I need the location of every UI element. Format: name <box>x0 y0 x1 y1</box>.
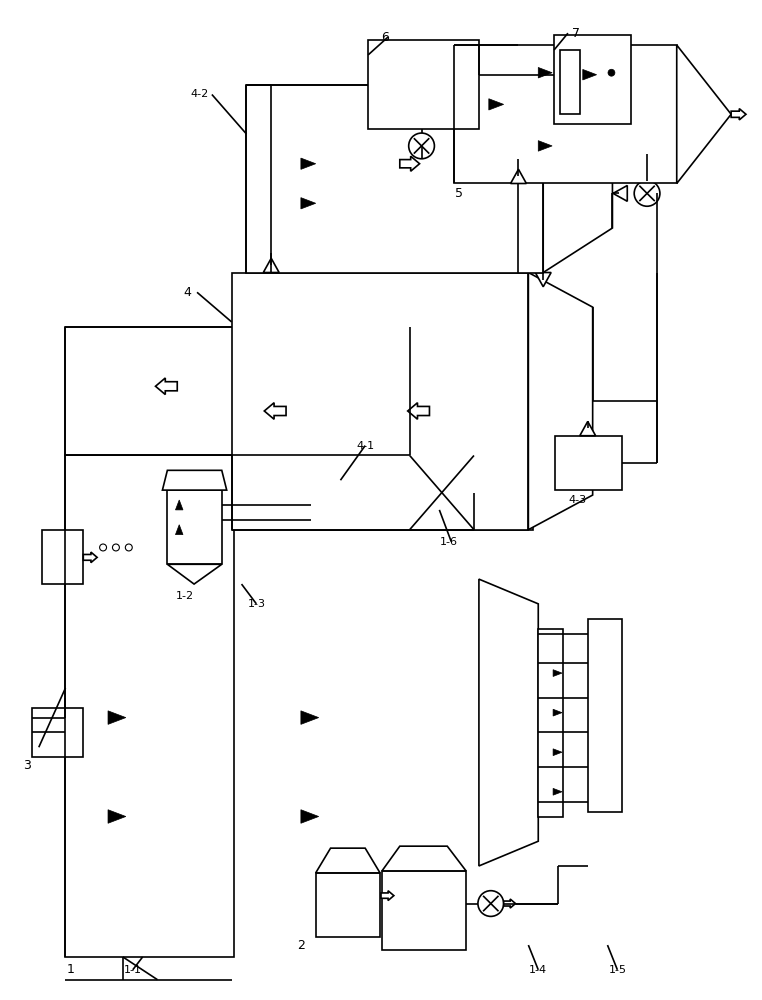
Text: 1-1: 1-1 <box>123 965 142 975</box>
Bar <box>554 35 631 124</box>
Bar <box>454 45 677 183</box>
Polygon shape <box>175 525 183 535</box>
Polygon shape <box>400 156 420 171</box>
Text: 1-2: 1-2 <box>176 591 194 601</box>
Text: 1-4: 1-4 <box>529 965 547 975</box>
Text: 3: 3 <box>23 759 30 772</box>
Polygon shape <box>381 891 394 901</box>
Polygon shape <box>731 109 746 120</box>
Circle shape <box>634 181 660 206</box>
Polygon shape <box>528 273 593 530</box>
Text: 1: 1 <box>66 963 75 976</box>
Polygon shape <box>301 810 319 823</box>
Text: 4-1: 4-1 <box>356 441 374 451</box>
Polygon shape <box>583 69 597 80</box>
Text: 1-5: 1-5 <box>608 965 626 975</box>
Bar <box>232 273 528 530</box>
Text: 6: 6 <box>381 31 389 44</box>
Polygon shape <box>613 185 627 201</box>
Polygon shape <box>83 552 97 563</box>
Bar <box>315 873 380 937</box>
Text: 4-3: 4-3 <box>568 495 587 505</box>
Polygon shape <box>408 403 430 419</box>
Polygon shape <box>479 579 538 866</box>
Polygon shape <box>677 45 731 183</box>
Text: 1-3: 1-3 <box>248 599 265 609</box>
Polygon shape <box>108 711 126 724</box>
Polygon shape <box>553 788 562 795</box>
Polygon shape <box>301 711 319 724</box>
Bar <box>32 708 83 757</box>
Bar <box>555 436 623 490</box>
Polygon shape <box>543 85 613 273</box>
Bar <box>168 490 222 564</box>
Bar <box>311 455 533 530</box>
Polygon shape <box>264 403 286 419</box>
Text: 5: 5 <box>455 187 463 200</box>
Bar <box>538 629 563 817</box>
Bar <box>66 455 234 957</box>
Polygon shape <box>580 421 596 436</box>
Polygon shape <box>168 564 222 584</box>
Bar <box>382 871 466 950</box>
Polygon shape <box>511 169 527 183</box>
Bar <box>588 619 623 812</box>
Text: 4: 4 <box>183 286 191 299</box>
Polygon shape <box>553 670 562 676</box>
Polygon shape <box>538 141 552 151</box>
Polygon shape <box>309 378 331 395</box>
Polygon shape <box>535 273 551 287</box>
Polygon shape <box>162 470 227 490</box>
Text: 2: 2 <box>297 939 305 952</box>
Polygon shape <box>264 258 279 273</box>
Polygon shape <box>301 198 315 209</box>
Polygon shape <box>488 99 504 110</box>
Polygon shape <box>108 810 126 823</box>
Polygon shape <box>382 846 466 871</box>
Polygon shape <box>410 327 474 455</box>
Polygon shape <box>315 848 380 873</box>
Bar <box>42 530 83 584</box>
Bar <box>368 40 479 129</box>
Text: 1-6: 1-6 <box>440 537 458 547</box>
Polygon shape <box>175 500 183 510</box>
Bar <box>560 50 580 114</box>
Polygon shape <box>155 378 178 395</box>
Polygon shape <box>553 749 562 756</box>
Circle shape <box>608 69 615 76</box>
Bar <box>66 327 410 455</box>
Circle shape <box>478 891 504 916</box>
Polygon shape <box>553 709 562 716</box>
Text: 4-2: 4-2 <box>190 89 209 99</box>
Bar <box>246 85 543 273</box>
Polygon shape <box>301 158 315 169</box>
Circle shape <box>408 133 434 159</box>
Polygon shape <box>504 899 516 908</box>
Text: 7: 7 <box>572 27 580 40</box>
Polygon shape <box>538 67 552 78</box>
